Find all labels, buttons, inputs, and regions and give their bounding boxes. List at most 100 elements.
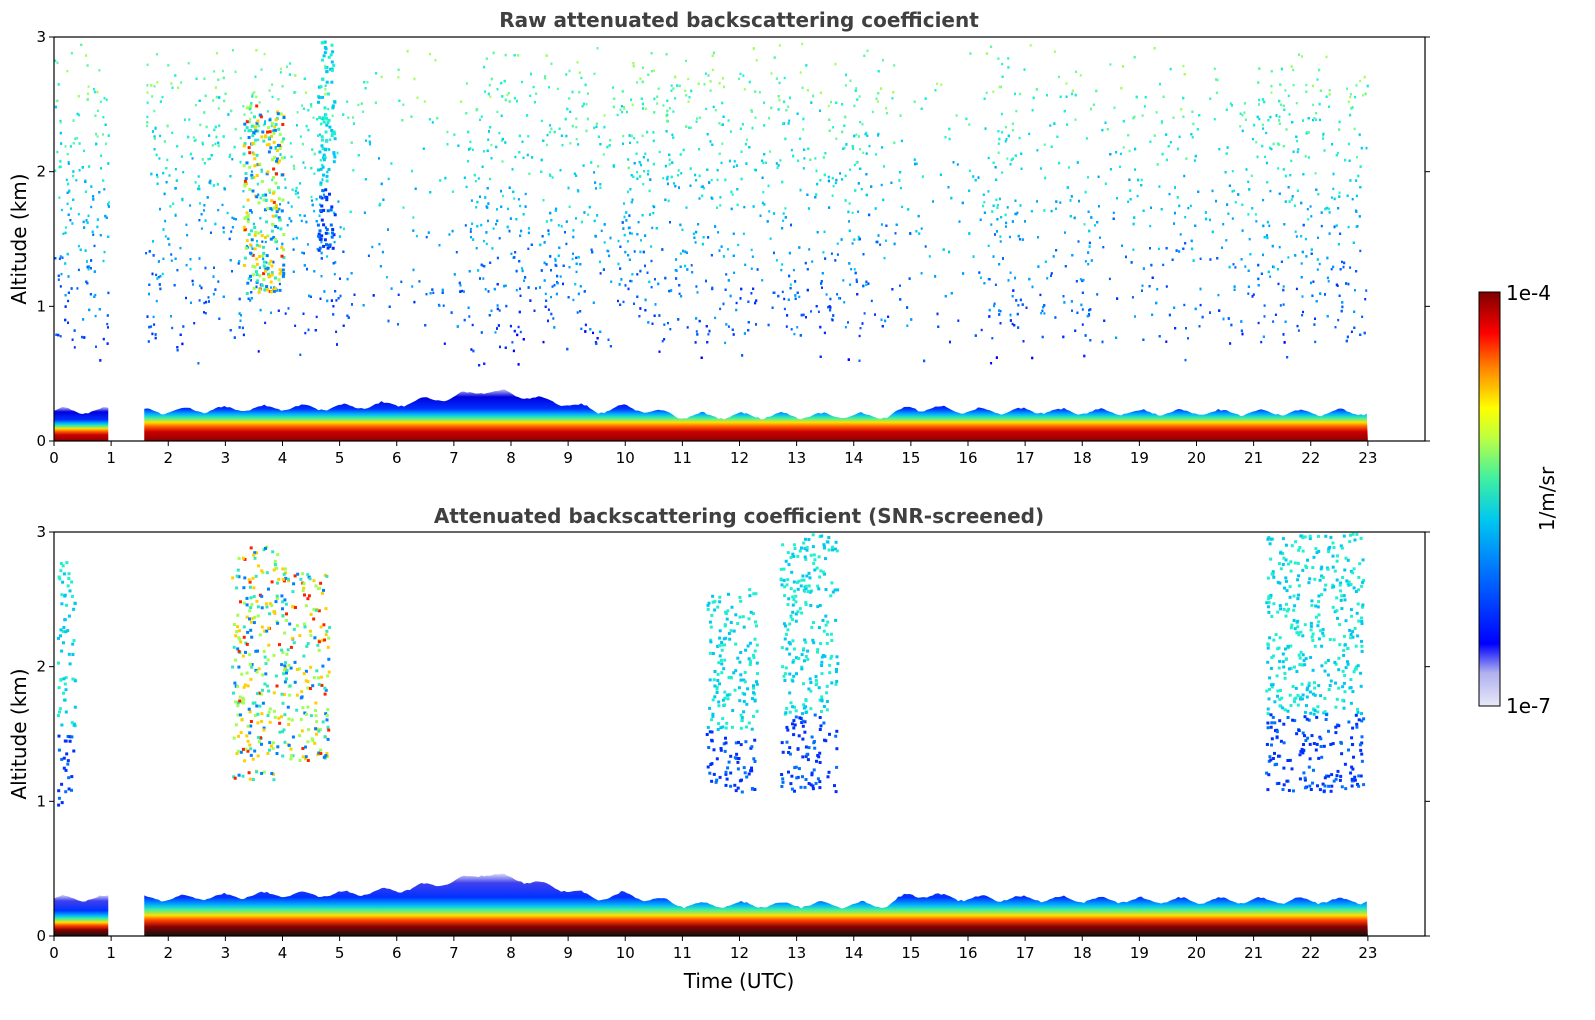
noise-pixel (982, 204, 985, 208)
noise-pixel (778, 98, 781, 102)
noise-pixel (194, 103, 197, 107)
noise-pixel (542, 139, 545, 142)
noise-pixel (414, 187, 417, 190)
noise-pixel (819, 355, 822, 358)
noise-pixel (164, 235, 167, 238)
noise-pixel (890, 181, 893, 184)
noise-pixel (1211, 189, 1214, 193)
noise-pixel (891, 97, 894, 100)
noise-pixel (636, 171, 639, 174)
noise-pixel (277, 309, 280, 312)
noise-pixel (1182, 247, 1185, 250)
noise-pixel (500, 205, 503, 208)
noise-pixel (174, 168, 177, 171)
noise-pixel (500, 189, 502, 193)
noise-pixel (237, 262, 240, 265)
noise-pixel (1305, 255, 1308, 258)
noise-pixel (1049, 124, 1052, 127)
noise-pixel (744, 263, 747, 266)
noise-pixel (1307, 218, 1310, 221)
noise-pixel (750, 109, 753, 112)
noise-pixel (729, 159, 731, 163)
noise-pixel (571, 257, 574, 261)
noise-pixel (496, 307, 499, 311)
noise-pixel (290, 155, 293, 158)
noise-pixel (1284, 174, 1287, 178)
noise-pixel (1245, 168, 1248, 171)
noise-pixel (198, 99, 201, 102)
noise-pixel (336, 151, 339, 155)
noise-pixel (1349, 113, 1352, 117)
noise-pixel (57, 278, 60, 281)
noise-pixel (517, 363, 520, 366)
noise-pixel (156, 175, 159, 179)
noise-pixel (166, 124, 169, 128)
noise-pixel (773, 251, 775, 255)
noise-pixel (222, 295, 225, 298)
noise-pixel (535, 287, 537, 290)
noise-pixel (513, 329, 516, 333)
noise-pixel (415, 234, 418, 238)
noise-pixel (1255, 220, 1258, 223)
noise-pixel (418, 280, 421, 283)
noise-pixel (1296, 189, 1299, 192)
noise-pixel (244, 129, 246, 132)
noise-pixel (1184, 242, 1187, 245)
noise-pixel (174, 74, 177, 77)
noise-pixel (425, 235, 428, 239)
noise-pixel (346, 277, 349, 281)
noise-pixel (1173, 306, 1176, 309)
noise-pixel (152, 130, 154, 133)
noise-pixel (552, 317, 555, 320)
noise-pixel (1304, 155, 1307, 158)
noise-pixel (523, 279, 525, 282)
noise-pixel (1021, 303, 1024, 306)
noise-pixel (1340, 309, 1343, 313)
noise-pixel (469, 140, 472, 144)
noise-pixel (1040, 312, 1043, 315)
noise-pixel (804, 261, 807, 265)
noise-pixel (192, 283, 194, 286)
noise-pixel (468, 315, 471, 318)
noise-pixel (467, 160, 469, 163)
noise-pixel (1361, 315, 1364, 318)
noise-pixel (822, 156, 825, 159)
noise-pixel (607, 338, 610, 341)
noise-pixel (608, 144, 611, 147)
noise-pixel (1031, 356, 1034, 360)
noise-pixel (1112, 217, 1115, 220)
noise-pixel (1262, 198, 1265, 202)
noise-pixel (664, 198, 667, 201)
noise-pixel (514, 251, 517, 254)
noise-pixel (560, 134, 563, 137)
noise-pixel (1182, 115, 1185, 118)
noise-pixel (151, 332, 154, 336)
noise-pixel (1355, 84, 1358, 87)
noise-pixel (722, 77, 724, 80)
noise-pixel (1247, 180, 1250, 183)
noise-pixel (198, 184, 200, 188)
noise-pixel (949, 340, 951, 344)
noise-pixel (792, 154, 795, 158)
noise-pixel (67, 162, 70, 165)
noise-pixel (831, 194, 834, 197)
noise-pixel (739, 127, 742, 130)
noise-pixel (1133, 56, 1136, 59)
noise-pixel (432, 291, 435, 294)
noise-pixel (66, 252, 69, 256)
noise-pixel (526, 114, 529, 117)
noise-pixel (777, 108, 780, 111)
noise-pixel (1187, 206, 1190, 210)
noise-pixel (694, 341, 697, 344)
noise-pixel (587, 213, 590, 216)
noise-pixel (802, 313, 805, 317)
noise-pixel (159, 134, 162, 138)
noise-pixel (257, 193, 260, 196)
noise-pixel (1001, 62, 1004, 66)
noise-pixel (898, 179, 901, 182)
noise-pixel (594, 181, 597, 184)
noise-pixel (1325, 55, 1328, 59)
noise-pixel (379, 202, 382, 206)
noise-pixel (1310, 252, 1313, 255)
noise-pixel (217, 141, 220, 145)
